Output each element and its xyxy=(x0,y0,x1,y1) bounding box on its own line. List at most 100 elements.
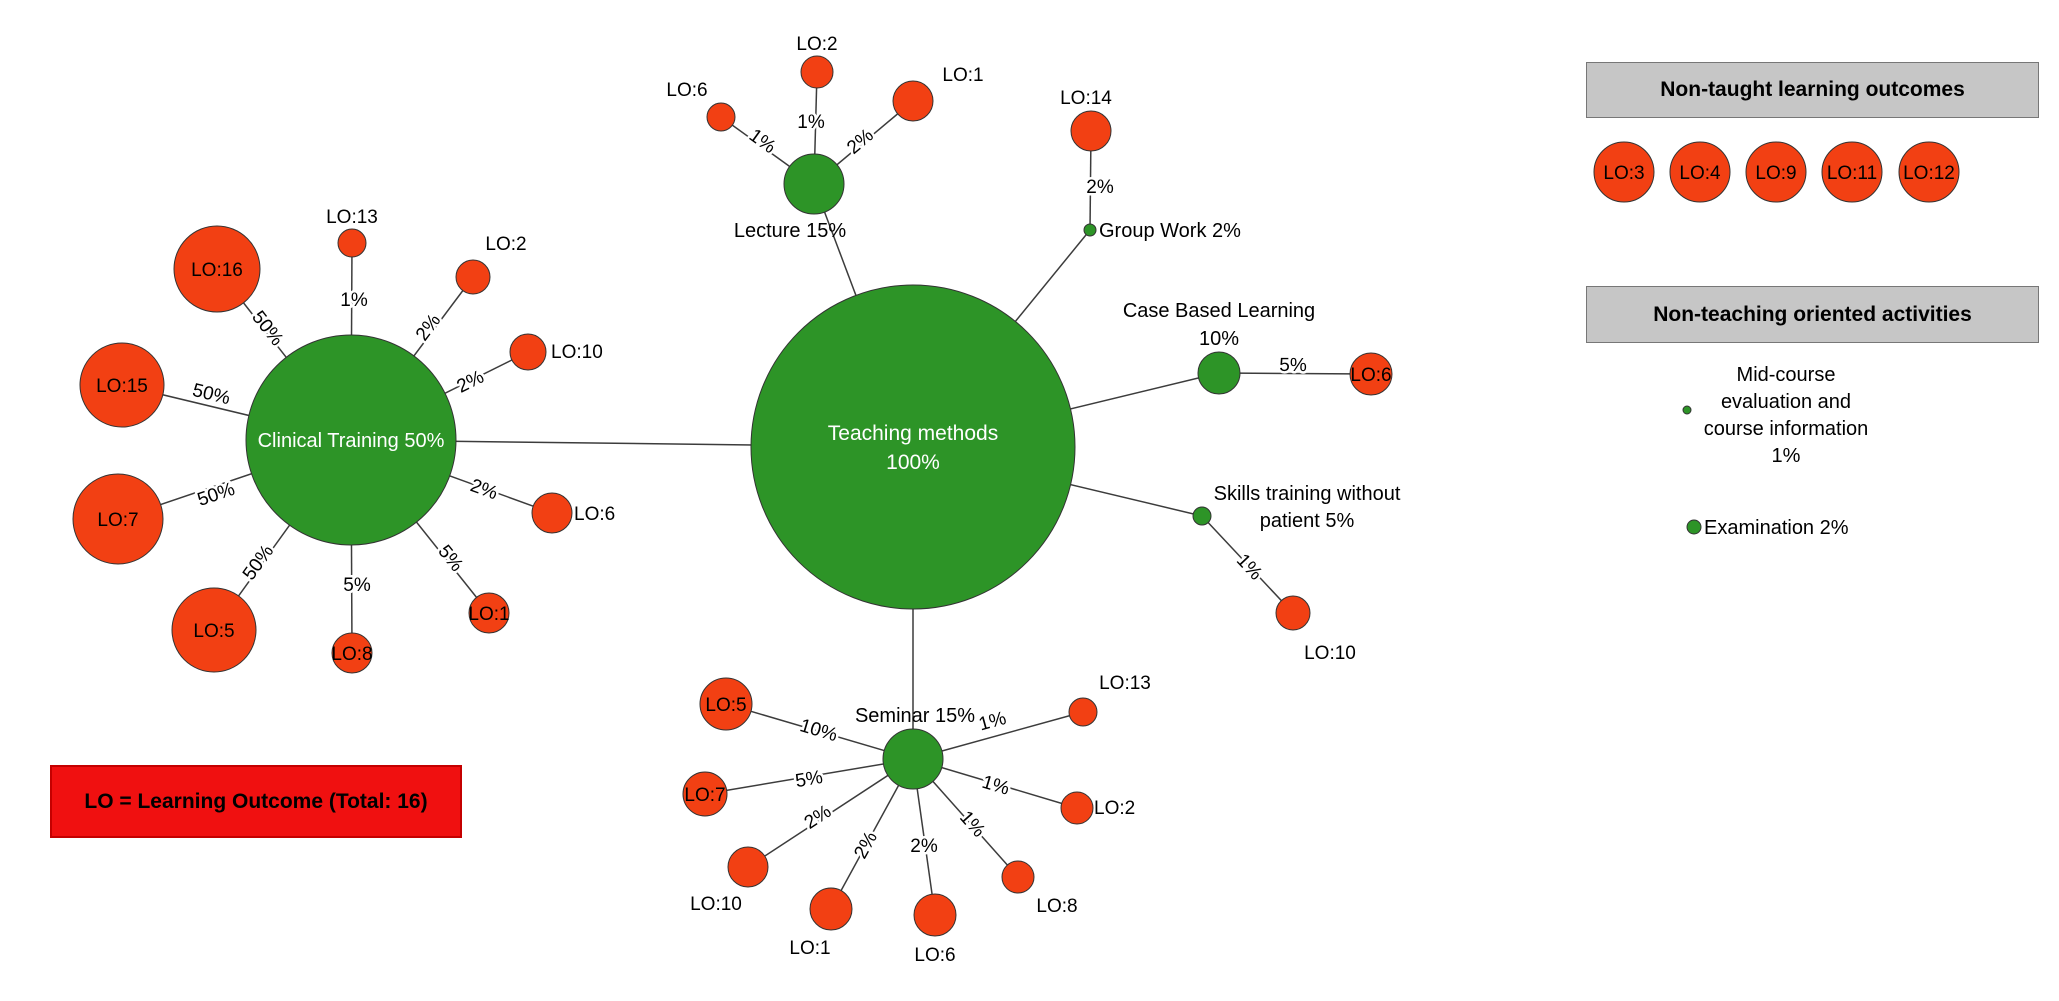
label-c_lo2: LO:2 xyxy=(485,234,526,255)
edge-label-seminar-s_lo2: 1% xyxy=(979,772,1011,800)
edge-label-clinical-c_lo16: 50% xyxy=(247,307,287,350)
edge-label-clinical-c_lo8: 5% xyxy=(343,575,371,596)
label-p_lo3: LO:3 xyxy=(1603,163,1644,184)
label-s_lo8: LO:8 xyxy=(1036,896,1077,917)
node-lecture xyxy=(783,153,845,215)
edge-label-clinical-c_lo6: 2% xyxy=(467,475,500,504)
edge-seminar-s_lo7 xyxy=(704,758,914,795)
label-s_lo13: LO:13 xyxy=(1099,673,1151,694)
label-p_lo12: LO:12 xyxy=(1903,163,1955,184)
edge-label-clinical-c_lo7: 50% xyxy=(195,479,238,511)
node-s_lo5 xyxy=(699,677,753,731)
node-c_lo2 xyxy=(455,259,491,295)
node-s_lo7 xyxy=(682,771,728,817)
node-s_lo8 xyxy=(1001,860,1035,894)
node-p_lo12 xyxy=(1898,141,1960,203)
label-lecture: Lecture 15% xyxy=(734,220,847,242)
label-gw_lo14: LO:14 xyxy=(1060,88,1112,109)
edge-label-seminar-s_lo5: 10% xyxy=(797,715,840,746)
node-exam xyxy=(1686,519,1702,535)
node-c_lo8 xyxy=(331,632,373,674)
label-teaching: Teaching methods xyxy=(828,422,998,445)
label-midcourse: 1% xyxy=(1772,445,1801,467)
legend-box: LO = Learning Outcome (Total: 16) xyxy=(50,765,462,838)
node-cbl_lo6 xyxy=(1349,352,1393,396)
node-l_lo1 xyxy=(892,80,934,122)
label-l_lo1: LO:1 xyxy=(942,65,983,86)
node-skills xyxy=(1192,506,1212,526)
node-midcourse xyxy=(1682,405,1692,415)
node-s_lo10 xyxy=(727,846,769,888)
node-gw_lo14 xyxy=(1070,110,1112,152)
node-cbl xyxy=(1197,351,1241,395)
edge-label-clinical-c_lo5: 50% xyxy=(239,541,278,584)
node-c_lo5 xyxy=(171,587,257,673)
label-s_lo10: LO:10 xyxy=(690,894,742,915)
label-s_lo1: LO:1 xyxy=(789,938,830,959)
label-midcourse: evaluation and xyxy=(1721,391,1851,413)
label-exam: Examination 2% xyxy=(1704,517,1849,539)
label-c_lo6: LO:6 xyxy=(574,504,615,525)
node-sk_lo10 xyxy=(1275,595,1311,631)
node-c_lo16 xyxy=(173,225,261,313)
edge-label-seminar-s_lo6: 2% xyxy=(910,836,938,857)
label-c_lo13: LO:13 xyxy=(326,207,378,228)
label-l_lo2: LO:2 xyxy=(796,34,837,55)
label-p_lo9: LO:9 xyxy=(1755,163,1796,184)
node-groupwork xyxy=(1083,223,1097,237)
label-c_lo10: LO:10 xyxy=(551,342,603,363)
panel-header-non-taught-title: Non-taught learning outcomes xyxy=(1660,78,1965,101)
panel-header-non-teaching-title: Non-teaching oriented activities xyxy=(1653,302,1972,326)
node-s_lo13 xyxy=(1068,697,1098,727)
node-teaching xyxy=(750,284,1076,610)
label-c_lo8: LO:8 xyxy=(331,644,372,665)
label-midcourse: course information xyxy=(1704,418,1869,440)
edge-seminar-s_lo5 xyxy=(725,703,914,760)
edge-label-lecture-l_lo2: 1% xyxy=(797,112,825,133)
label-s_lo5: LO:5 xyxy=(705,695,746,716)
label-l_lo6: LO:6 xyxy=(666,80,707,101)
label-p_lo11: LO:11 xyxy=(1827,163,1877,184)
label-seminar: Seminar 15% xyxy=(855,705,975,727)
label-c_lo7: LO:7 xyxy=(97,510,138,531)
edge-label-clinical-c_lo15: 50% xyxy=(190,380,232,409)
label-teaching: 100% xyxy=(886,451,940,474)
label-skills: Skills training without xyxy=(1214,483,1401,505)
edge-label-clinical-c_lo10: 2% xyxy=(454,367,488,398)
label-s_lo2: LO:2 xyxy=(1094,798,1135,819)
node-l_lo6 xyxy=(706,102,736,132)
edge-label-clinical-c_lo2: 2% xyxy=(412,310,445,345)
edge-label-lecture-l_lo6: 1% xyxy=(745,125,780,158)
legend-box-label: LO = Learning Outcome (Total: 16) xyxy=(84,789,428,813)
node-c_lo10 xyxy=(509,333,547,371)
node-l_lo2 xyxy=(800,55,834,89)
label-cbl: 10% xyxy=(1199,328,1239,350)
node-c_lo1 xyxy=(468,592,510,634)
label-c_lo5: LO:5 xyxy=(193,621,234,642)
label-s_lo7: LO:7 xyxy=(684,785,725,806)
node-c_lo7 xyxy=(72,473,164,565)
node-seminar xyxy=(882,728,944,790)
edge-label-clinical-c_lo1: 5% xyxy=(434,541,468,576)
label-cbl: Case Based Learning xyxy=(1123,300,1315,322)
node-p_lo9 xyxy=(1745,141,1807,203)
label-p_lo4: LO:4 xyxy=(1679,163,1721,184)
label-groupwork: Group Work 2% xyxy=(1099,220,1241,242)
node-s_lo1 xyxy=(809,887,853,931)
label-s_lo6: LO:6 xyxy=(914,945,955,966)
edge-label-clinical-c_lo13: 1% xyxy=(340,290,368,311)
edge-label-lecture-l_lo1: 2% xyxy=(843,125,878,159)
node-p_lo4 xyxy=(1669,141,1731,203)
node-s_lo6 xyxy=(913,893,957,937)
panel-header-non-taught-outcomes: Non-taught learning outcomes xyxy=(1586,62,2039,118)
node-clinical xyxy=(245,334,457,546)
label-cbl_lo6: LO:6 xyxy=(1350,365,1391,386)
edge-label-cbl-cbl_lo6: 5% xyxy=(1279,355,1307,376)
node-c_lo6 xyxy=(531,492,573,534)
label-sk_lo10: LO:10 xyxy=(1304,643,1356,664)
nodes-layer xyxy=(72,55,1960,937)
edge-label-seminar-s_lo13: 1% xyxy=(976,708,1008,736)
label-c_lo16: LO:16 xyxy=(191,260,243,281)
